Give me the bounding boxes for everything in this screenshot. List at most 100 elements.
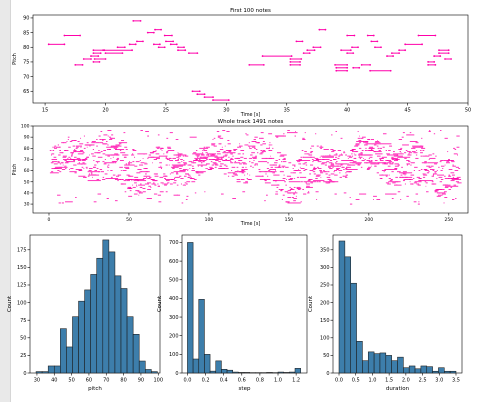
note-end-point (299, 61, 301, 63)
histogram-bar (426, 366, 433, 374)
y-tick-label: 100 (17, 300, 27, 306)
x-tick-label: 30 (223, 108, 229, 114)
y-tick-label: 400 (169, 296, 179, 302)
note-end-point (308, 52, 311, 55)
x-tick-label: 1.2 (292, 378, 300, 384)
y-tick-label: 150 (320, 318, 330, 324)
x-tick-label: 3.5 (452, 378, 460, 384)
histogram-bar (192, 358, 200, 374)
histogram-bar (221, 368, 228, 374)
x-tick-label: 0.0 (335, 378, 343, 384)
note-start-point (92, 49, 95, 52)
note-end-point (196, 52, 199, 55)
histogram-pitch: 30 40 50 60 70 80 90 100 0 25 50 75 100 125 150 175 pitc… (7, 234, 163, 392)
x-tick-label: 3.0 (435, 378, 443, 384)
note-end-point (158, 43, 161, 46)
note-end-point (104, 58, 107, 60)
histogram-step: 0.0 0.2 0.4 0.6 0.8 1.0 1.2 0 100 200 300 400 500 600… (157, 234, 308, 392)
note-start-point (248, 63, 251, 66)
histogram-bar (232, 371, 239, 374)
histogram-bar (238, 372, 245, 374)
note-start-point (335, 66, 338, 69)
histogram-bar (408, 365, 416, 374)
chart-title: First 100 notes (230, 8, 271, 14)
y-tick-label: 200 (320, 300, 330, 306)
histogram-duration: 0.0 0.5 1.0 1.5 2.0 2.5 3.0 3.5 0 50 100 150 200 250 3… (308, 234, 463, 392)
histogram-bar (78, 300, 85, 374)
note-start-point (47, 43, 50, 46)
histogram-bar (414, 368, 422, 374)
note-end-point (421, 43, 423, 46)
histogram-bar (53, 365, 61, 374)
x-tick-label: 2.0 (402, 378, 410, 384)
histogram-bar (294, 368, 301, 374)
histogram-bar (144, 369, 152, 374)
x-tick-label: 100 (205, 217, 214, 223)
x-tick-label: 0.0 (183, 378, 191, 384)
histogram-bar (72, 316, 79, 374)
note-start-point (295, 40, 298, 43)
chart-first-100-notes: 15 20 25 30 35 40 45 50 65 70 75 80 85 90 First 100 no… (12, 8, 471, 118)
note-end-point (98, 61, 101, 63)
note-start-point (212, 99, 214, 101)
note-start-point (312, 46, 315, 49)
histogram-bar (126, 316, 134, 374)
note-end-point (299, 63, 301, 66)
y-tick-label: 200 (169, 333, 179, 339)
histogram-bar (403, 367, 410, 374)
note-start-point (187, 52, 190, 55)
note-start-point (116, 46, 119, 49)
note-end-point (324, 28, 327, 31)
note-end-point (300, 58, 303, 60)
note-end-point (301, 40, 304, 43)
histogram-bar (47, 365, 55, 374)
note-start-point (74, 63, 77, 66)
histogram-bar (391, 360, 398, 374)
histogram-bar (266, 372, 273, 374)
note-start-point (351, 46, 353, 49)
histogram-bar (60, 328, 67, 374)
note-start-point (90, 55, 92, 57)
histogram-bar (283, 372, 290, 374)
histogram-bar (373, 353, 381, 374)
histogram-bar (215, 360, 222, 374)
histogram-bar (96, 257, 104, 374)
note-end-point (450, 58, 452, 60)
histogram-bar (102, 239, 110, 374)
x-tick-label: 0.5 (352, 378, 360, 384)
histogram-bar (356, 341, 363, 374)
x-tick-label: 25 (163, 108, 169, 114)
histogram-bar (338, 240, 346, 374)
note-start-point (191, 90, 194, 93)
x-tick-label: 20 (102, 108, 108, 114)
note-end-point (172, 40, 175, 43)
x-tick-label: 80 (120, 378, 126, 384)
note-start-point (404, 43, 407, 46)
note-end-point (349, 49, 352, 52)
note-end-point (123, 46, 126, 49)
note-end-point (134, 43, 137, 46)
note-end-point (175, 43, 178, 46)
histogram-bar (397, 356, 404, 374)
x-tick-label: 0.4 (220, 378, 228, 384)
note-start-point (302, 52, 305, 55)
x-tick-label: 70 (103, 378, 109, 384)
note-start-point (346, 52, 349, 55)
x-tick-label: 0 (48, 217, 51, 223)
y-tick-label: 100 (21, 124, 30, 130)
note-end-point (227, 99, 230, 101)
y-tick-label: 50 (24, 179, 30, 185)
y-tick-label: 85 (23, 30, 29, 36)
histogram-bar (120, 288, 128, 374)
x-tick-label: 40 (344, 108, 350, 114)
histogram-bar (138, 360, 146, 374)
note-start-point (289, 61, 292, 63)
x-tick-label: 0.6 (238, 378, 246, 384)
note-end-point (198, 90, 201, 93)
note-start-point (433, 55, 436, 57)
note-start-point (103, 49, 106, 52)
chart-title: Whole track 1491 notes (218, 119, 284, 125)
note-start-point (360, 63, 363, 66)
histogram-bar (379, 352, 387, 374)
histogram-bar (449, 370, 457, 374)
